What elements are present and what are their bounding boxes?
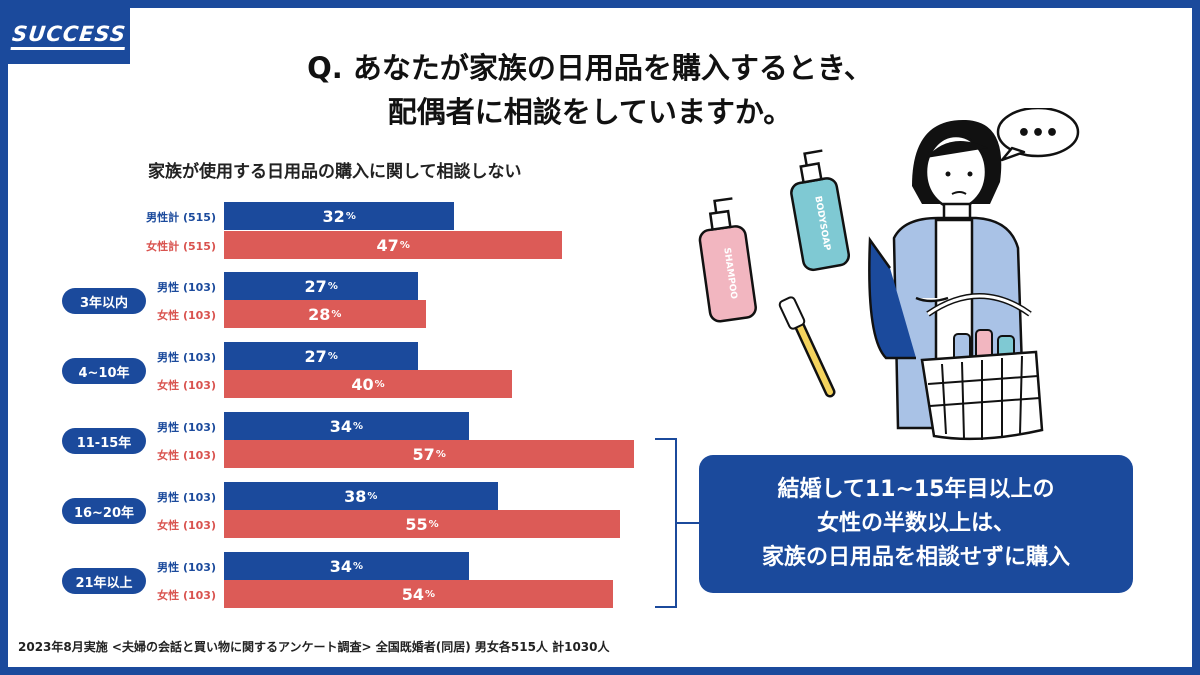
bar-value-unit: % (428, 518, 439, 530)
bar-label-female: 女性 (103) (157, 379, 216, 392)
bar-value-unit: % (353, 560, 364, 572)
bar-value-unit: % (327, 280, 338, 292)
bar-value-label: 40 (351, 374, 374, 394)
bar-label-male: 男性計 (515) (146, 211, 216, 224)
highlight-bracket-connector (677, 522, 699, 524)
bar-male: 34% (224, 412, 469, 440)
brand-logo-text: SUCCESS (10, 22, 128, 50)
bar-male: 27% (224, 342, 419, 370)
bar-value-label: 27 (304, 346, 327, 366)
bar-male: 32% (224, 202, 455, 230)
callout-box: 結婚して11~15年目以上の 女性の半数以上は、 家族の日用品を相談せずに購入 (699, 455, 1133, 593)
bar-male: 38% (224, 482, 498, 510)
bar-value-label: 34 (329, 556, 353, 576)
frame-right (1192, 0, 1200, 675)
bar-value-unit: % (425, 588, 436, 600)
bar-value-label: 55 (405, 514, 428, 534)
bar-value-unit: % (399, 239, 410, 251)
bar-female: 54% (224, 580, 613, 608)
bar-label-male: 男性 (103) (157, 281, 216, 294)
bar-value-label: 57 (412, 444, 435, 464)
bar-value-label: 34 (329, 416, 353, 436)
highlight-bracket (655, 438, 677, 608)
bar-label-male: 男性 (103) (157, 491, 216, 504)
bar-male: 27% (224, 272, 419, 300)
group-pill: 21年以上 (62, 568, 146, 594)
bar-value-label: 47 (376, 235, 399, 255)
bar-value-label: 28 (308, 304, 331, 324)
group-pill: 3年以内 (62, 288, 146, 314)
toothbrush-icon (778, 296, 836, 398)
bar-value-unit: % (435, 448, 446, 460)
bar-female: 47% (224, 231, 563, 259)
bar-female: 55% (224, 510, 620, 538)
callout-line-2: 女性の半数以上は、 (816, 511, 1015, 536)
group-pill: 4~10年 (62, 358, 146, 384)
bodysoap-bottle-icon: BODYSOAP (790, 149, 851, 272)
bar-value-unit: % (353, 420, 364, 432)
group-pill: 16~20年 (62, 498, 146, 524)
group-pill: 11-15年 (62, 428, 146, 454)
question-line-1: Q. あなたが家族の日用品を購入するとき、 (307, 51, 873, 85)
bar-value-label: 27 (304, 276, 327, 296)
bar-label-female: 女性 (103) (157, 309, 216, 322)
bar-value-label: 54 (401, 584, 425, 604)
survey-footnote: 2023年8月実施 <夫婦の会話と買い物に関するアンケート調査> 全国既婚者(同… (18, 640, 610, 654)
shopping-basket-icon (920, 293, 1044, 441)
brand-logo: SUCCESS (8, 8, 130, 64)
bar-value-unit: % (327, 350, 338, 362)
bar-label-male: 男性 (103) (157, 421, 216, 434)
bar-value-unit: % (367, 490, 378, 502)
bar-male: 34% (224, 552, 469, 580)
question-title: Q. あなたが家族の日用品を購入するとき、 配偶者に相談をしていますか。 (270, 46, 910, 134)
frame-top (0, 0, 1200, 8)
bar-value-unit: % (345, 210, 356, 222)
bar-label-male: 男性 (103) (157, 351, 216, 364)
shampoo-bottle-icon: SHAMPOO (698, 197, 757, 323)
bar-value-unit: % (374, 378, 385, 390)
bar-label-female: 女性 (103) (157, 589, 216, 602)
bar-value-unit: % (331, 308, 342, 320)
bar-female: 40% (224, 370, 512, 398)
bar-label-male: 男性 (103) (157, 561, 216, 574)
shopper-illustration: ••• SHAMPOO BODYSOAP (698, 108, 1080, 441)
bar-label-female: 女性 (103) (157, 519, 216, 532)
bar-label-female: 女性計 (515) (146, 240, 216, 253)
bar-female: 28% (224, 300, 426, 328)
chart-title: 家族が使用する日用品の購入に関して相談しない (148, 162, 522, 182)
bar-value-label: 32 (322, 206, 345, 226)
frame-left (0, 0, 8, 675)
bar-female: 57% (224, 440, 635, 468)
question-line-2: 配偶者に相談をしていますか。 (387, 95, 793, 129)
callout-line-3: 家族の日用品を相談せずに購入 (761, 545, 1070, 570)
speech-bubble-icon: ••• (996, 108, 1080, 162)
bar-value-label: 38 (344, 486, 367, 506)
speech-bubble-text: ••• (1017, 121, 1059, 146)
bar-label-female: 女性 (103) (157, 449, 216, 462)
frame-bottom (0, 667, 1200, 675)
callout-line-1: 結婚して11~15年目以上の (777, 477, 1055, 502)
